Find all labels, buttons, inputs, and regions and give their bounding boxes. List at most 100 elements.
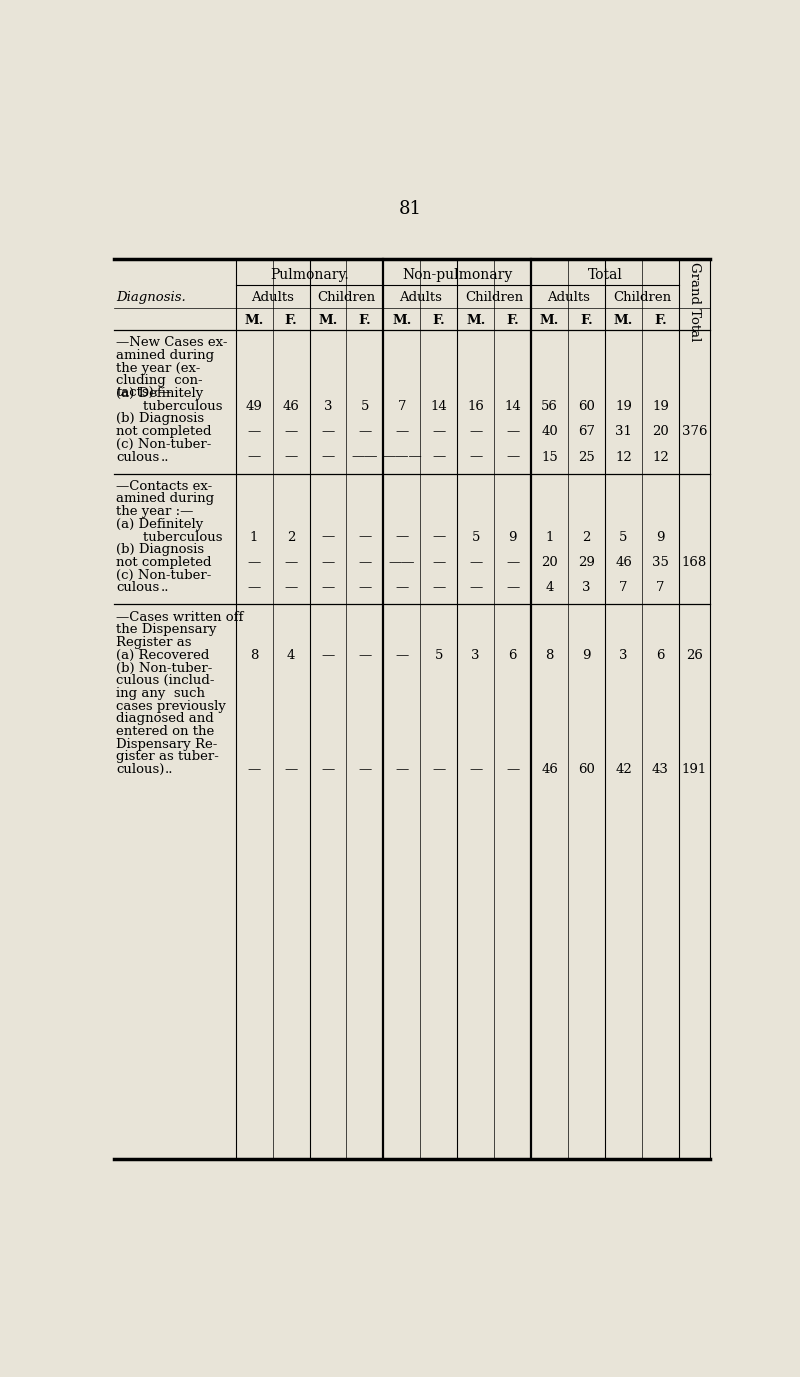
Text: —: —: [358, 649, 371, 662]
Text: 9: 9: [509, 530, 517, 544]
Text: F.: F.: [654, 314, 667, 326]
Text: 3: 3: [471, 649, 480, 662]
Text: 46: 46: [615, 556, 632, 569]
Text: —: —: [285, 450, 298, 464]
Text: Diagnosis.: Diagnosis.: [116, 291, 186, 304]
Text: —: —: [247, 556, 261, 569]
Text: —: —: [506, 556, 519, 569]
Text: —Contacts ex-: —Contacts ex-: [116, 479, 213, 493]
Text: M.: M.: [540, 314, 559, 326]
Text: —: —: [432, 556, 446, 569]
Text: —: —: [469, 556, 482, 569]
Text: —: —: [358, 556, 371, 569]
Text: —: —: [506, 763, 519, 777]
Text: Grand Total: Grand Total: [688, 262, 701, 341]
Text: 15: 15: [542, 450, 558, 464]
Text: F.: F.: [506, 314, 519, 326]
Text: (b) Diagnosis: (b) Diagnosis: [116, 544, 205, 556]
Text: 46: 46: [282, 399, 299, 413]
Text: F.: F.: [580, 314, 593, 326]
Text: Children: Children: [465, 291, 523, 304]
Text: ing any  such: ing any such: [116, 687, 206, 700]
Text: 5: 5: [434, 649, 443, 662]
Text: —: —: [247, 581, 261, 595]
Text: —: —: [322, 763, 334, 777]
Text: 20: 20: [652, 425, 669, 438]
Text: —: —: [322, 530, 334, 544]
Text: 25: 25: [578, 450, 595, 464]
Text: Children: Children: [318, 291, 375, 304]
Text: —: —: [432, 763, 446, 777]
Text: —: —: [506, 581, 519, 595]
Text: culous): culous): [116, 763, 165, 777]
Text: 2: 2: [287, 530, 295, 544]
Text: 4: 4: [287, 649, 295, 662]
Text: M.: M.: [392, 314, 411, 326]
Text: tacts):—: tacts):—: [116, 387, 172, 401]
Text: Total: Total: [588, 267, 622, 281]
Text: 49: 49: [246, 399, 262, 413]
Text: 8: 8: [250, 649, 258, 662]
Text: —: —: [395, 763, 409, 777]
Text: 12: 12: [652, 450, 669, 464]
Text: tuberculous: tuberculous: [126, 530, 223, 544]
Text: 60: 60: [578, 763, 595, 777]
Text: not completed: not completed: [116, 556, 212, 569]
Text: amined during: amined during: [116, 493, 214, 505]
Text: diagnosed and: diagnosed and: [116, 712, 214, 726]
Text: M.: M.: [318, 314, 338, 326]
Text: not completed: not completed: [116, 425, 212, 438]
Text: F.: F.: [433, 314, 445, 326]
Text: the year :—: the year :—: [116, 505, 194, 518]
Text: —: —: [285, 425, 298, 438]
Text: 7: 7: [398, 399, 406, 413]
Text: —: —: [469, 581, 482, 595]
Text: 7: 7: [656, 581, 665, 595]
Text: (c) Non-tuber-: (c) Non-tuber-: [116, 438, 212, 450]
Text: ——: ——: [389, 556, 415, 569]
Text: ..: ..: [164, 763, 173, 777]
Text: 3: 3: [324, 399, 332, 413]
Text: 8: 8: [546, 649, 554, 662]
Text: ..: ..: [162, 450, 170, 464]
Text: —: —: [395, 425, 409, 438]
Text: ———: ———: [382, 450, 422, 464]
Text: M.: M.: [245, 314, 264, 326]
Text: cases previously: cases previously: [116, 700, 226, 712]
Text: —New Cases ex-: —New Cases ex-: [116, 336, 228, 350]
Text: —Cases written off: —Cases written off: [116, 610, 244, 624]
Text: 56: 56: [541, 399, 558, 413]
Text: Register as: Register as: [116, 636, 192, 649]
Text: —: —: [322, 581, 334, 595]
Text: —: —: [432, 581, 446, 595]
Text: 19: 19: [652, 399, 669, 413]
Text: 14: 14: [430, 399, 447, 413]
Text: 31: 31: [615, 425, 632, 438]
Text: —: —: [469, 450, 482, 464]
Text: 19: 19: [615, 399, 632, 413]
Text: 1: 1: [546, 530, 554, 544]
Text: —: —: [432, 450, 446, 464]
Text: 14: 14: [504, 399, 521, 413]
Text: 67: 67: [578, 425, 595, 438]
Text: 9: 9: [656, 530, 665, 544]
Text: —: —: [247, 763, 261, 777]
Text: —: —: [285, 581, 298, 595]
Text: 9: 9: [582, 649, 591, 662]
Text: 29: 29: [578, 556, 595, 569]
Text: 35: 35: [652, 556, 669, 569]
Text: —: —: [285, 556, 298, 569]
Text: —: —: [469, 425, 482, 438]
Text: tuberculous: tuberculous: [126, 399, 223, 413]
Text: Adults: Adults: [399, 291, 442, 304]
Text: 3: 3: [582, 581, 591, 595]
Text: —: —: [432, 530, 446, 544]
Text: 6: 6: [509, 649, 517, 662]
Text: 2: 2: [582, 530, 590, 544]
Text: (b) Diagnosis: (b) Diagnosis: [116, 413, 205, 425]
Text: 16: 16: [467, 399, 484, 413]
Text: Pulmonary.: Pulmonary.: [270, 267, 349, 281]
Text: the year (ex-: the year (ex-: [116, 362, 201, 375]
Text: culous: culous: [116, 450, 159, 464]
Text: 3: 3: [619, 649, 628, 662]
